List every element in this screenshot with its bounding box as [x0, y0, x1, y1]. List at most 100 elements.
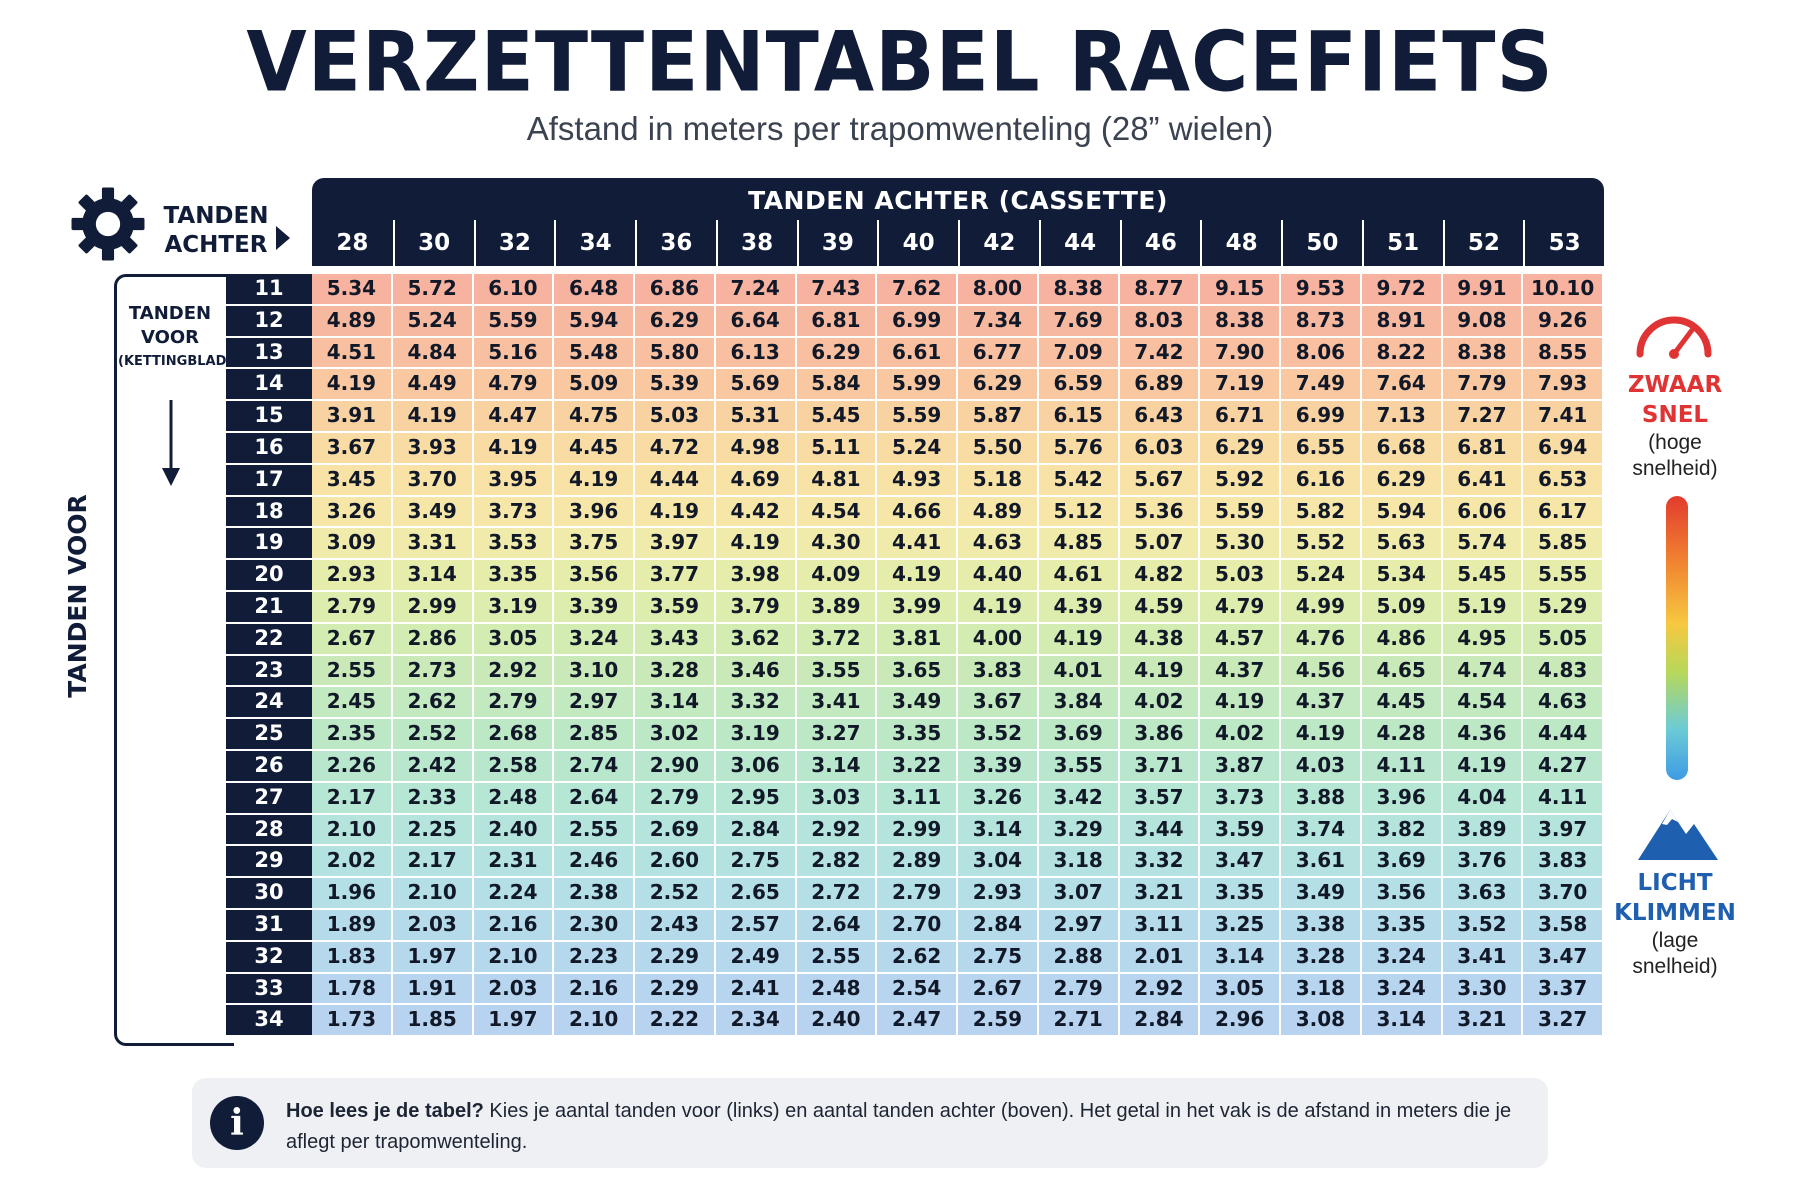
- table-cell: 2.96: [1200, 1005, 1281, 1038]
- table-cell: 2.85: [554, 719, 635, 751]
- table-cell: 3.52: [1442, 910, 1524, 942]
- table-cell: 7.34: [958, 305, 1039, 338]
- table-cell: 3.38: [1281, 910, 1362, 942]
- table-cell: 3.10: [554, 655, 635, 688]
- table-cell: 5.39: [635, 369, 716, 402]
- table-cell: 2.73: [392, 655, 474, 688]
- table-cell: 3.09: [312, 528, 393, 561]
- row-header-30: 30: [226, 878, 312, 910]
- row-header-27: 27: [226, 782, 312, 815]
- table-cell: 3.32: [1119, 846, 1201, 879]
- table-cell: 2.71: [1038, 1005, 1120, 1038]
- table-cell: 4.69: [715, 464, 797, 497]
- table-cell: 2.93: [312, 560, 393, 592]
- table-cell: 2.24: [473, 878, 555, 910]
- column-header-32: 32: [473, 220, 555, 266]
- table-cell: 2.30: [554, 910, 635, 942]
- table-cell: 3.75: [554, 528, 635, 561]
- table-cell: 5.63: [1361, 528, 1443, 561]
- table-cell: 7.42: [1119, 337, 1201, 370]
- table-cell: 2.23: [554, 941, 635, 974]
- table-cell: 6.13: [715, 337, 797, 370]
- table-cell: 3.06: [715, 751, 797, 783]
- row-header-31: 31: [226, 910, 312, 942]
- table-cell: 7.19: [1200, 369, 1281, 402]
- row-header-25: 25: [226, 719, 312, 751]
- table-cell: 6.59: [1038, 369, 1120, 402]
- table-cell: 3.81: [877, 623, 958, 656]
- table-cell: 6.41: [1442, 464, 1524, 497]
- table-cell: 6.43: [1119, 401, 1201, 433]
- table-cell: 6.53: [1523, 464, 1604, 497]
- table-cell: 2.92: [796, 814, 878, 847]
- arrow-down-icon: [162, 400, 180, 486]
- table-cell: 7.24: [715, 274, 797, 306]
- table-cell: 5.85: [1523, 528, 1604, 561]
- table-cell: 2.90: [635, 751, 716, 783]
- table-cell: 2.45: [312, 687, 393, 720]
- table-cell: 4.61: [1038, 560, 1120, 592]
- table-cell: 1.83: [312, 941, 393, 974]
- legend-heavy-title: ZWAAR SNEL: [1610, 370, 1740, 430]
- table-cell: 3.35: [473, 560, 555, 592]
- row-header-15: 15: [226, 401, 312, 433]
- table-cell: 3.04: [958, 846, 1039, 879]
- table-cell: 3.39: [958, 751, 1039, 783]
- column-header-40: 40: [877, 220, 958, 266]
- table-cell: 3.72: [796, 623, 878, 656]
- info-body: Kies je aantal tanden voor (links) en aa…: [286, 1100, 1512, 1153]
- row-header-34: 34: [226, 1005, 312, 1038]
- table-cell: 5.30: [1200, 528, 1281, 561]
- table-cell: 6.86: [635, 274, 716, 306]
- table-cell: 3.77: [635, 560, 716, 592]
- table-cell: 3.74: [1281, 814, 1362, 847]
- table-cell: 4.54: [1442, 687, 1524, 720]
- table-cell: 5.24: [392, 305, 474, 338]
- table-cell: 2.67: [312, 623, 393, 656]
- table-cell: 5.34: [312, 274, 393, 306]
- table-cell: 4.00: [958, 623, 1039, 656]
- table-cell: 4.82: [1119, 560, 1201, 592]
- table-cell: 6.29: [635, 305, 716, 338]
- table-cell: 4.85: [1038, 528, 1120, 561]
- table-cell: 6.48: [554, 274, 635, 306]
- table-cell: 4.19: [554, 464, 635, 497]
- table-cell: 3.98: [715, 560, 797, 592]
- table-cell: 4.19: [1038, 623, 1120, 656]
- table-cell: 6.99: [877, 305, 958, 338]
- table-cell: 8.38: [1038, 274, 1120, 306]
- table-cell: 6.71: [1200, 401, 1281, 433]
- table-cell: 2.01: [1119, 941, 1201, 974]
- table-cell: 3.95: [473, 464, 555, 497]
- table-cell: 3.19: [715, 719, 797, 751]
- table-cell: 5.24: [1281, 560, 1362, 592]
- table-cell: 2.10: [473, 941, 555, 974]
- table-cell: 1.96: [312, 878, 393, 910]
- table-cell: 4.99: [1281, 592, 1362, 624]
- table-cell: 4.81: [796, 464, 878, 497]
- table-cell: 3.73: [473, 496, 555, 529]
- front-teeth-bracket: [114, 274, 234, 1046]
- table-cell: 5.29: [1523, 592, 1604, 624]
- table-cell: 3.28: [635, 655, 716, 688]
- legend-heavy-line1: ZWAAR: [1627, 372, 1723, 398]
- table-cell: 2.29: [635, 941, 716, 974]
- table-cell: 7.69: [1038, 305, 1120, 338]
- table-cell: 6.29: [958, 369, 1039, 402]
- table-cell: 7.64: [1361, 369, 1443, 402]
- table-cell: 3.46: [715, 655, 797, 688]
- table-cell: 2.55: [312, 655, 393, 688]
- table-cell: 6.77: [958, 337, 1039, 370]
- table-cell: 2.33: [392, 782, 474, 815]
- table-cell: 6.64: [715, 305, 797, 338]
- table-cell: 2.52: [635, 878, 716, 910]
- table-cell: 5.42: [1038, 464, 1120, 497]
- column-header-44: 44: [1038, 220, 1120, 266]
- table-cell: 2.40: [473, 814, 555, 847]
- legend-gradient-bar: [1666, 496, 1688, 780]
- table-cell: 5.94: [1361, 496, 1443, 529]
- table-cell: 3.71: [1119, 751, 1201, 783]
- table-cell: 4.01: [1038, 655, 1120, 688]
- table-cell: 3.55: [796, 655, 878, 688]
- mountain-icon: [1638, 810, 1718, 860]
